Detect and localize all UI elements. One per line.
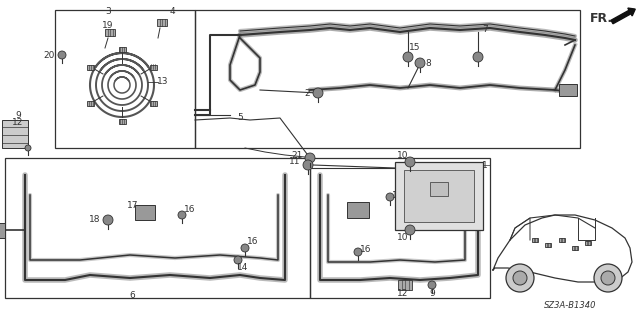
Bar: [150, 64, 157, 70]
Bar: [0, 222, 5, 238]
Circle shape: [303, 160, 313, 170]
Circle shape: [594, 264, 622, 292]
Circle shape: [506, 264, 534, 292]
Text: 14: 14: [237, 263, 249, 272]
Text: 21: 21: [292, 151, 303, 160]
Text: 12: 12: [397, 290, 409, 299]
Text: 2: 2: [305, 88, 310, 98]
Text: 16: 16: [184, 205, 196, 214]
Bar: [135, 204, 155, 219]
Text: 17: 17: [127, 201, 138, 210]
Circle shape: [386, 193, 394, 201]
Circle shape: [405, 157, 415, 167]
Circle shape: [234, 256, 242, 264]
Text: 17: 17: [392, 190, 404, 199]
Text: 9: 9: [15, 110, 21, 120]
Text: 3: 3: [105, 8, 111, 17]
Bar: [532, 238, 538, 242]
Text: 1: 1: [482, 160, 488, 169]
Circle shape: [58, 51, 66, 59]
Bar: [559, 238, 565, 242]
Text: 10: 10: [397, 151, 409, 160]
Circle shape: [178, 211, 186, 219]
Bar: [545, 243, 551, 247]
Text: 16: 16: [247, 238, 259, 247]
Text: 5: 5: [237, 114, 243, 122]
Bar: [150, 100, 157, 106]
Text: 6: 6: [129, 291, 135, 300]
Circle shape: [103, 215, 113, 225]
Text: 13: 13: [157, 78, 169, 86]
Polygon shape: [2, 120, 28, 148]
Text: 18: 18: [88, 216, 100, 225]
Circle shape: [313, 88, 323, 98]
Text: SZ3A-B1340: SZ3A-B1340: [544, 300, 596, 309]
Text: 12: 12: [12, 118, 24, 127]
Circle shape: [415, 58, 425, 68]
Bar: [157, 19, 167, 26]
Circle shape: [405, 225, 415, 235]
Text: 10: 10: [397, 233, 409, 241]
Bar: [572, 246, 578, 250]
Bar: [118, 47, 125, 51]
Circle shape: [473, 52, 483, 62]
Text: 15: 15: [409, 43, 420, 53]
Circle shape: [513, 271, 527, 285]
Text: 9: 9: [429, 288, 435, 298]
Bar: [395, 162, 483, 230]
Circle shape: [428, 281, 436, 289]
Circle shape: [241, 244, 249, 252]
Bar: [398, 280, 412, 290]
Bar: [87, 100, 94, 106]
Bar: [87, 64, 94, 70]
Circle shape: [305, 153, 315, 163]
Circle shape: [601, 271, 615, 285]
Bar: [559, 84, 577, 96]
Text: FR.: FR.: [590, 11, 613, 25]
Bar: [404, 170, 474, 222]
Text: 19: 19: [102, 20, 114, 29]
FancyArrow shape: [611, 8, 636, 24]
Text: 11: 11: [289, 158, 300, 167]
Bar: [347, 202, 369, 218]
Text: 8: 8: [425, 58, 431, 68]
Circle shape: [25, 145, 31, 151]
Circle shape: [403, 52, 413, 62]
Text: 16: 16: [360, 246, 372, 255]
Bar: [430, 182, 448, 196]
Text: 20: 20: [44, 50, 55, 60]
Bar: [105, 28, 115, 35]
Bar: [118, 118, 125, 123]
Text: 4: 4: [169, 8, 175, 17]
Bar: [585, 241, 591, 245]
Circle shape: [354, 248, 362, 256]
Text: 7: 7: [482, 26, 488, 34]
